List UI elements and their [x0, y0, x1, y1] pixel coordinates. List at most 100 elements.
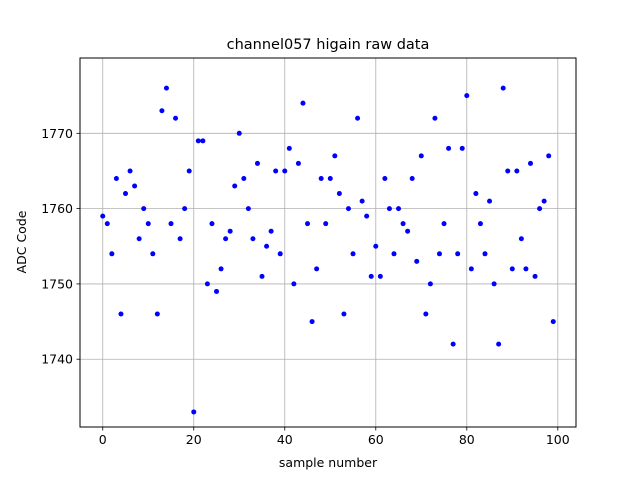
data-point [541, 198, 547, 204]
data-point [464, 93, 470, 99]
data-point [186, 168, 192, 174]
data-point [204, 281, 210, 287]
data-point [300, 100, 306, 106]
data-point [455, 251, 461, 257]
data-point [136, 236, 142, 242]
data-point [273, 168, 279, 174]
data-point [523, 266, 529, 272]
data-point [177, 236, 183, 242]
data-point [332, 153, 338, 159]
data-point [182, 206, 188, 212]
chart-title: channel057 higain raw data [227, 37, 430, 53]
data-point [113, 175, 119, 181]
y-axis-ticks: 1740 1750 1760 1770 [41, 126, 80, 367]
data-point [350, 251, 356, 257]
data-point [118, 311, 124, 317]
data-point [318, 175, 324, 181]
data-point [218, 266, 224, 272]
data-point [232, 183, 238, 189]
data-point [487, 198, 493, 204]
data-point [200, 138, 206, 144]
data-point [446, 145, 452, 151]
data-point [250, 236, 256, 242]
data-point [345, 206, 351, 212]
data-point [141, 206, 147, 212]
x-tick-label: 60 [368, 432, 384, 447]
plot-frame [79, 57, 577, 428]
data-point [473, 191, 479, 197]
data-point [400, 221, 406, 227]
data-point [123, 191, 129, 197]
y-tick-label: 1770 [41, 126, 73, 141]
data-point [241, 175, 247, 181]
x-axis-label: sample number [279, 455, 378, 470]
data-point [132, 183, 138, 189]
data-point [373, 243, 379, 249]
data-point [359, 198, 365, 204]
data-point [450, 341, 456, 347]
data-point [236, 130, 242, 136]
data-point [436, 251, 442, 257]
data-point [409, 175, 415, 181]
x-tick-label: 80 [459, 432, 475, 447]
data-point [527, 160, 533, 166]
data-point [100, 213, 106, 219]
data-point [459, 145, 465, 151]
data-point [268, 228, 274, 234]
data-point [145, 221, 151, 227]
x-tick-label: 40 [277, 432, 293, 447]
data-point [264, 243, 270, 249]
grid-lines [80, 58, 576, 427]
data-point [550, 319, 556, 325]
data-point [382, 175, 388, 181]
data-point [336, 191, 342, 197]
x-tick-label: 20 [186, 432, 202, 447]
data-point [418, 153, 424, 159]
data-point [355, 115, 361, 121]
data-point [277, 251, 283, 257]
data-point [391, 251, 397, 257]
data-point [282, 168, 288, 174]
data-point [368, 273, 374, 279]
data-point [477, 221, 483, 227]
x-tick-label: 100 [546, 432, 570, 447]
data-point [323, 221, 329, 227]
data-point [314, 266, 320, 272]
data-point [386, 206, 392, 212]
data-point [259, 273, 265, 279]
data-point [423, 311, 429, 317]
data-point [496, 341, 502, 347]
data-point [514, 168, 520, 174]
data-point [500, 85, 506, 91]
x-tick-label: 0 [99, 432, 107, 447]
data-point [414, 258, 420, 264]
data-point [305, 221, 311, 227]
y-tick-label: 1750 [41, 276, 73, 291]
data-point [505, 168, 511, 174]
y-axis-label: ADC Code [14, 210, 29, 273]
data-point [291, 281, 297, 287]
y-tick-label: 1740 [41, 352, 73, 367]
data-point [509, 266, 515, 272]
data-point [163, 85, 169, 91]
data-point [377, 273, 383, 279]
data-point [396, 206, 402, 212]
x-axis-ticks: 0 20 40 60 80 100 [99, 427, 570, 447]
data-point [214, 288, 220, 294]
data-point [341, 311, 347, 317]
data-point [327, 175, 333, 181]
data-point [195, 138, 201, 144]
data-point [209, 221, 215, 227]
data-point [159, 108, 165, 114]
data-point [168, 221, 174, 227]
data-point [191, 409, 197, 415]
data-point [223, 236, 229, 242]
data-point [227, 228, 233, 234]
data-point [491, 281, 497, 287]
data-point [364, 213, 370, 219]
data-point [150, 251, 156, 257]
data-point [154, 311, 160, 317]
data-point [482, 251, 488, 257]
data-point [173, 115, 179, 121]
